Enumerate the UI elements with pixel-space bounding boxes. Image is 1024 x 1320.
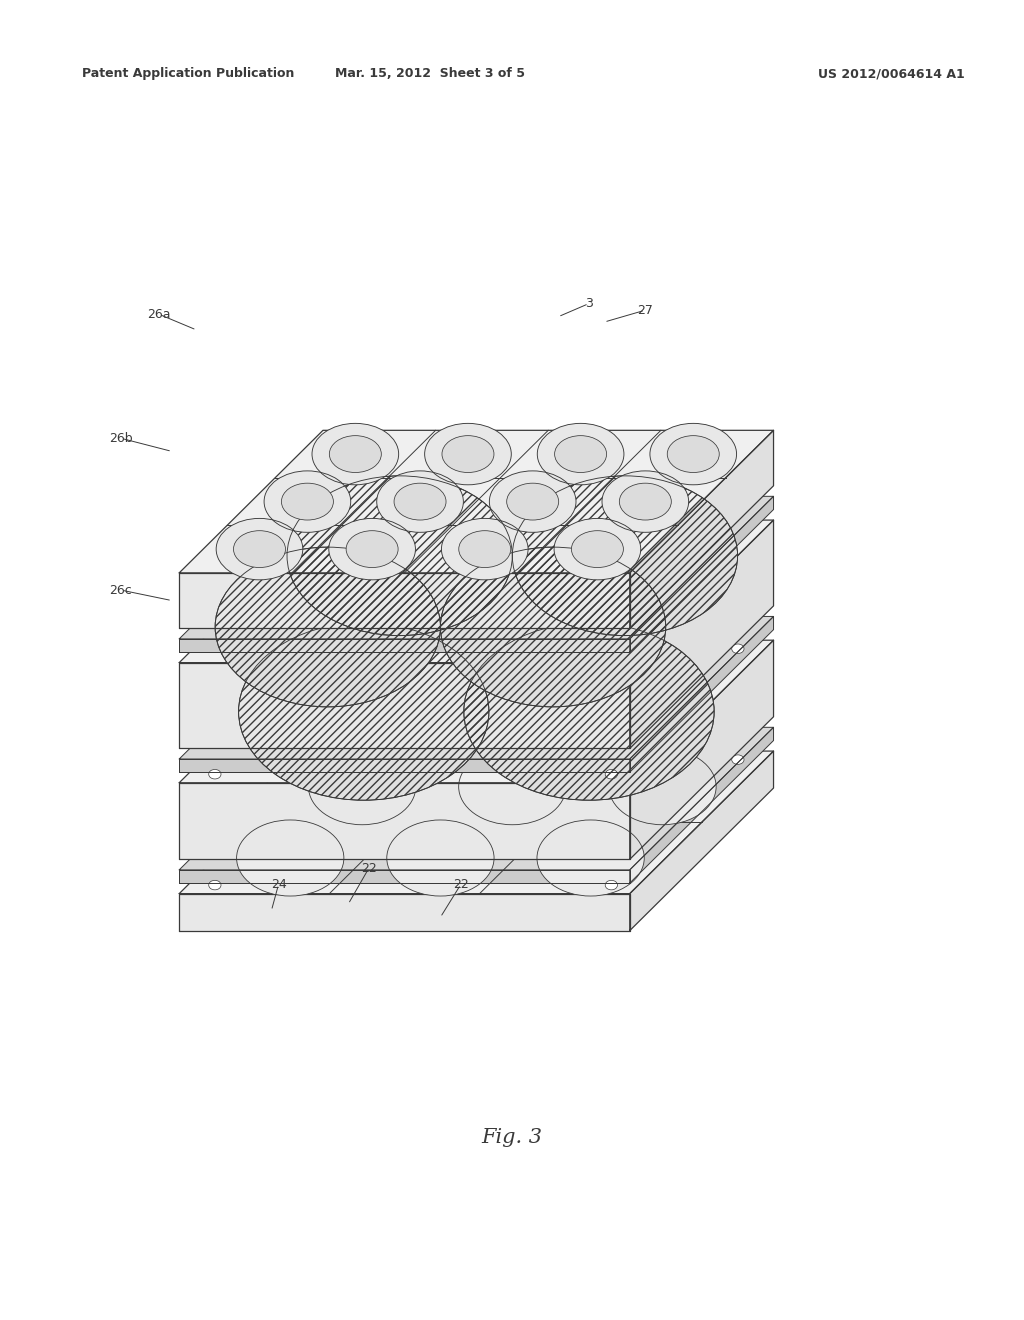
Text: Fig. 3: Fig. 3 <box>481 1129 543 1147</box>
Ellipse shape <box>330 436 381 473</box>
Text: 24: 24 <box>270 878 287 891</box>
Ellipse shape <box>464 623 714 800</box>
Ellipse shape <box>287 475 512 635</box>
Ellipse shape <box>507 483 559 520</box>
Ellipse shape <box>554 519 641 579</box>
Polygon shape <box>179 759 630 772</box>
Polygon shape <box>630 751 773 931</box>
Polygon shape <box>179 616 773 759</box>
Ellipse shape <box>209 880 221 890</box>
Polygon shape <box>179 430 773 573</box>
Ellipse shape <box>609 748 716 825</box>
Text: 26c: 26c <box>110 583 132 597</box>
Text: 22: 22 <box>453 878 469 891</box>
Ellipse shape <box>282 483 334 520</box>
Ellipse shape <box>440 546 666 708</box>
Text: 5: 5 <box>713 614 721 627</box>
Text: 26b: 26b <box>109 432 133 445</box>
Ellipse shape <box>441 519 528 579</box>
Ellipse shape <box>264 471 351 532</box>
Polygon shape <box>179 870 630 883</box>
Polygon shape <box>179 573 630 628</box>
Polygon shape <box>630 496 773 652</box>
Ellipse shape <box>668 436 719 473</box>
Polygon shape <box>179 894 630 931</box>
Text: 5: 5 <box>731 462 739 475</box>
Ellipse shape <box>215 546 440 708</box>
Text: Mar. 15, 2012  Sheet 3 of 5: Mar. 15, 2012 Sheet 3 of 5 <box>335 67 525 81</box>
Polygon shape <box>179 640 773 783</box>
Ellipse shape <box>620 483 672 520</box>
Ellipse shape <box>732 755 744 764</box>
Polygon shape <box>630 640 773 859</box>
Polygon shape <box>630 616 773 772</box>
Text: 3: 3 <box>201 821 209 834</box>
Text: 3: 3 <box>585 297 593 310</box>
Ellipse shape <box>538 424 624 484</box>
Ellipse shape <box>216 519 303 579</box>
Polygon shape <box>179 751 773 894</box>
Text: 27: 27 <box>637 304 653 317</box>
Ellipse shape <box>650 424 736 484</box>
Text: Patent Application Publication: Patent Application Publication <box>82 67 294 81</box>
Ellipse shape <box>732 644 744 653</box>
Ellipse shape <box>602 471 689 532</box>
Ellipse shape <box>335 644 347 653</box>
Text: 22: 22 <box>360 862 377 875</box>
Ellipse shape <box>537 820 644 896</box>
Ellipse shape <box>233 531 286 568</box>
Ellipse shape <box>442 436 494 473</box>
Ellipse shape <box>459 531 511 568</box>
Polygon shape <box>179 639 630 652</box>
Ellipse shape <box>512 475 737 635</box>
Ellipse shape <box>605 880 617 890</box>
Ellipse shape <box>209 770 221 779</box>
Ellipse shape <box>489 471 577 532</box>
Ellipse shape <box>329 519 416 579</box>
Ellipse shape <box>312 424 398 484</box>
Ellipse shape <box>387 820 494 896</box>
Polygon shape <box>179 727 773 870</box>
Polygon shape <box>179 663 630 748</box>
Ellipse shape <box>335 755 347 764</box>
Text: 26a: 26a <box>147 308 170 321</box>
Ellipse shape <box>239 623 488 800</box>
Polygon shape <box>179 783 630 859</box>
Ellipse shape <box>555 436 606 473</box>
Polygon shape <box>179 520 773 663</box>
Ellipse shape <box>237 820 344 896</box>
Ellipse shape <box>425 424 511 484</box>
Ellipse shape <box>377 471 464 532</box>
Polygon shape <box>630 727 773 883</box>
Polygon shape <box>630 430 773 628</box>
Polygon shape <box>179 496 773 639</box>
Ellipse shape <box>571 531 624 568</box>
Polygon shape <box>630 520 773 748</box>
Ellipse shape <box>394 483 446 520</box>
Ellipse shape <box>308 748 416 825</box>
Ellipse shape <box>346 531 398 568</box>
Text: 3: 3 <box>185 647 194 660</box>
Ellipse shape <box>459 748 566 825</box>
Ellipse shape <box>605 770 617 779</box>
Text: US 2012/0064614 A1: US 2012/0064614 A1 <box>817 67 965 81</box>
